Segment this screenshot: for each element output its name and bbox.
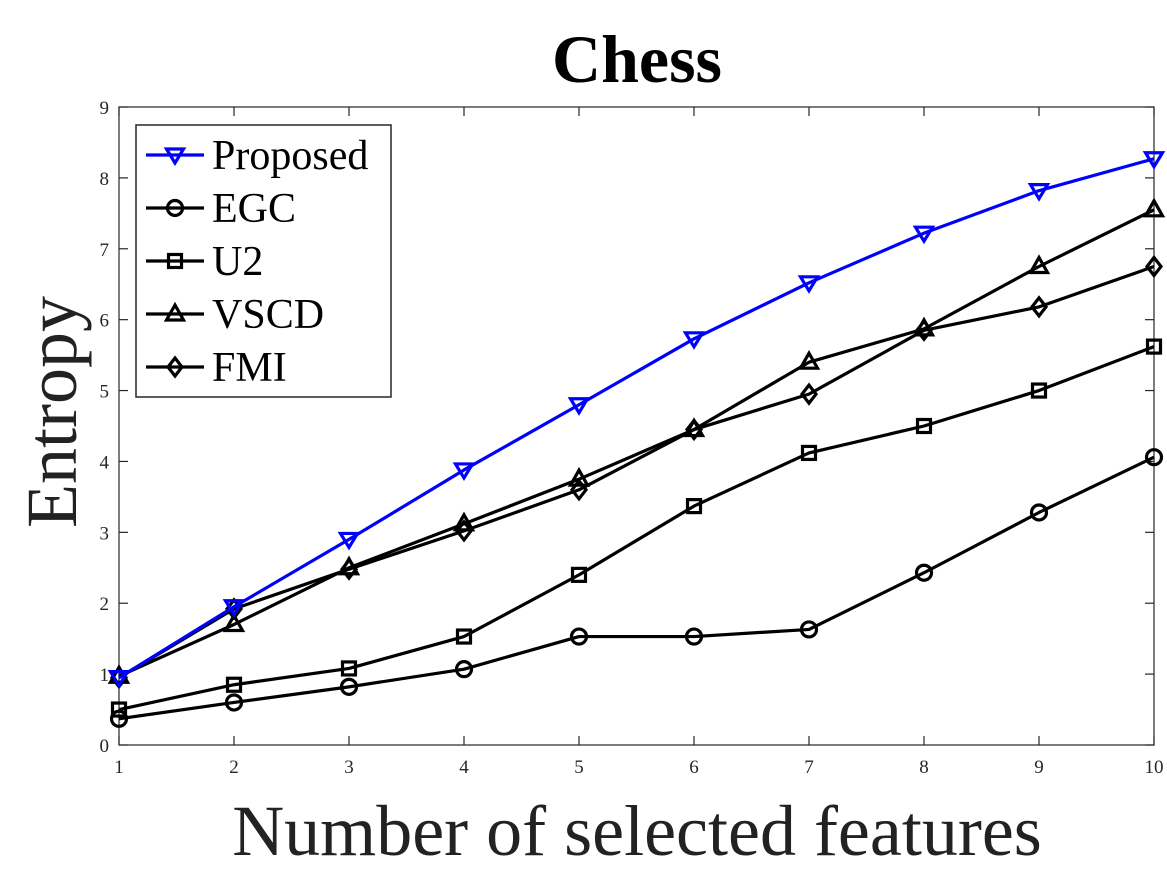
y-tick-label: 1 [100, 665, 110, 686]
legend-item-fmi: FMI [146, 345, 287, 391]
legend-marker [163, 147, 187, 167]
data-point-egc [799, 620, 819, 639]
y-tick-label: 4 [100, 452, 110, 473]
y-axis-label: Entropy [12, 296, 92, 528]
data-point-egc [454, 660, 474, 679]
y-tick-label: 6 [100, 311, 110, 332]
data-point-u2 [455, 628, 473, 645]
y-tick-label: 9 [100, 98, 110, 119]
series-line-u2 [118, 345, 1155, 712]
legend-marker [165, 355, 185, 379]
x-tick-label: 1 [114, 757, 124, 778]
data-point-egc [569, 627, 589, 646]
y-tick-label: 5 [100, 382, 110, 403]
data-point-fmi [914, 318, 934, 342]
legend-marker [163, 301, 187, 322]
data-point-vscd [567, 466, 591, 487]
legend-label: U2 [212, 239, 263, 285]
data-point-fmi [1029, 295, 1049, 319]
x-axis-label: Number of selected features [232, 791, 1042, 871]
x-tick-label: 5 [574, 757, 584, 778]
y-tick-label: 8 [100, 169, 110, 190]
data-point-u2 [225, 676, 243, 693]
data-point-u2 [1030, 382, 1048, 399]
data-point-egc [109, 709, 129, 728]
legend-item-u2: U2 [146, 239, 263, 285]
data-point-proposed [1027, 183, 1051, 202]
legend-item-proposed: Proposed [146, 133, 368, 179]
legend-label: VSCD [212, 292, 324, 338]
series-egc [109, 448, 1164, 728]
y-tick-label: 3 [100, 523, 110, 544]
y-tick-label: 2 [100, 594, 110, 615]
data-point-u2 [1145, 338, 1163, 355]
series-u2 [110, 338, 1163, 718]
x-tick-label: 6 [689, 757, 699, 778]
data-point-proposed [1142, 151, 1166, 170]
data-point-u2 [685, 498, 703, 515]
data-point-vscd [222, 612, 246, 633]
legend-item-egc: EGC [146, 186, 296, 232]
legend-label: FMI [212, 345, 287, 391]
legend-item-vscd: VSCD [146, 292, 324, 338]
data-point-egc [914, 563, 934, 582]
legend-label: Proposed [212, 133, 368, 179]
x-tick-label: 8 [919, 757, 929, 778]
data-point-egc [1144, 448, 1164, 467]
series-line-egc [118, 455, 1155, 721]
series-proposed [107, 151, 1166, 689]
series-line-proposed [118, 157, 1155, 680]
data-point-fmi [799, 382, 819, 406]
plot-area-frame [118, 106, 1155, 746]
data-point-fmi [1144, 254, 1164, 279]
data-point-fmi [454, 519, 474, 543]
data-point-fmi [339, 557, 359, 581]
x-tick-label: 4 [459, 757, 469, 778]
data-point-proposed [452, 462, 476, 482]
data-point-proposed [107, 670, 131, 689]
data-point-egc [684, 627, 704, 646]
x-tick-label: 3 [344, 757, 354, 778]
data-point-vscd [797, 349, 821, 370]
data-point-u2 [110, 701, 128, 718]
data-point-vscd [1142, 197, 1166, 218]
data-point-proposed [567, 397, 591, 416]
legend-marker [166, 252, 184, 270]
data-point-proposed [682, 331, 706, 350]
x-tick-label: 7 [804, 757, 814, 778]
data-point-proposed [337, 531, 361, 551]
series-line-fmi [118, 264, 1155, 680]
data-point-proposed [912, 225, 936, 245]
legend-marker [165, 198, 185, 218]
y-tick-label: 7 [100, 240, 110, 261]
data-point-egc [1029, 503, 1049, 522]
data-point-egc [339, 677, 359, 696]
legend-label: EGC [212, 186, 296, 232]
x-tick-label: 9 [1034, 757, 1044, 778]
data-point-u2 [570, 566, 588, 583]
data-point-vscd [1027, 254, 1051, 275]
data-point-egc [224, 693, 244, 712]
x-tick-label: 2 [229, 757, 239, 778]
data-point-fmi [569, 478, 589, 502]
y-tick-label: 0 [100, 736, 110, 757]
x-tick-label: 10 [1145, 757, 1164, 778]
data-point-u2 [340, 660, 358, 677]
series-fmi [109, 254, 1164, 690]
series-line-vscd [118, 208, 1155, 678]
data-point-u2 [915, 417, 933, 435]
data-point-proposed [797, 275, 821, 294]
chart-title: Chess [552, 21, 722, 97]
data-point-u2 [800, 444, 818, 462]
data-point-proposed [222, 599, 246, 618]
data-point-fmi [684, 417, 704, 442]
legend: Proposed EGC U2 VSCD FMI [135, 124, 392, 398]
